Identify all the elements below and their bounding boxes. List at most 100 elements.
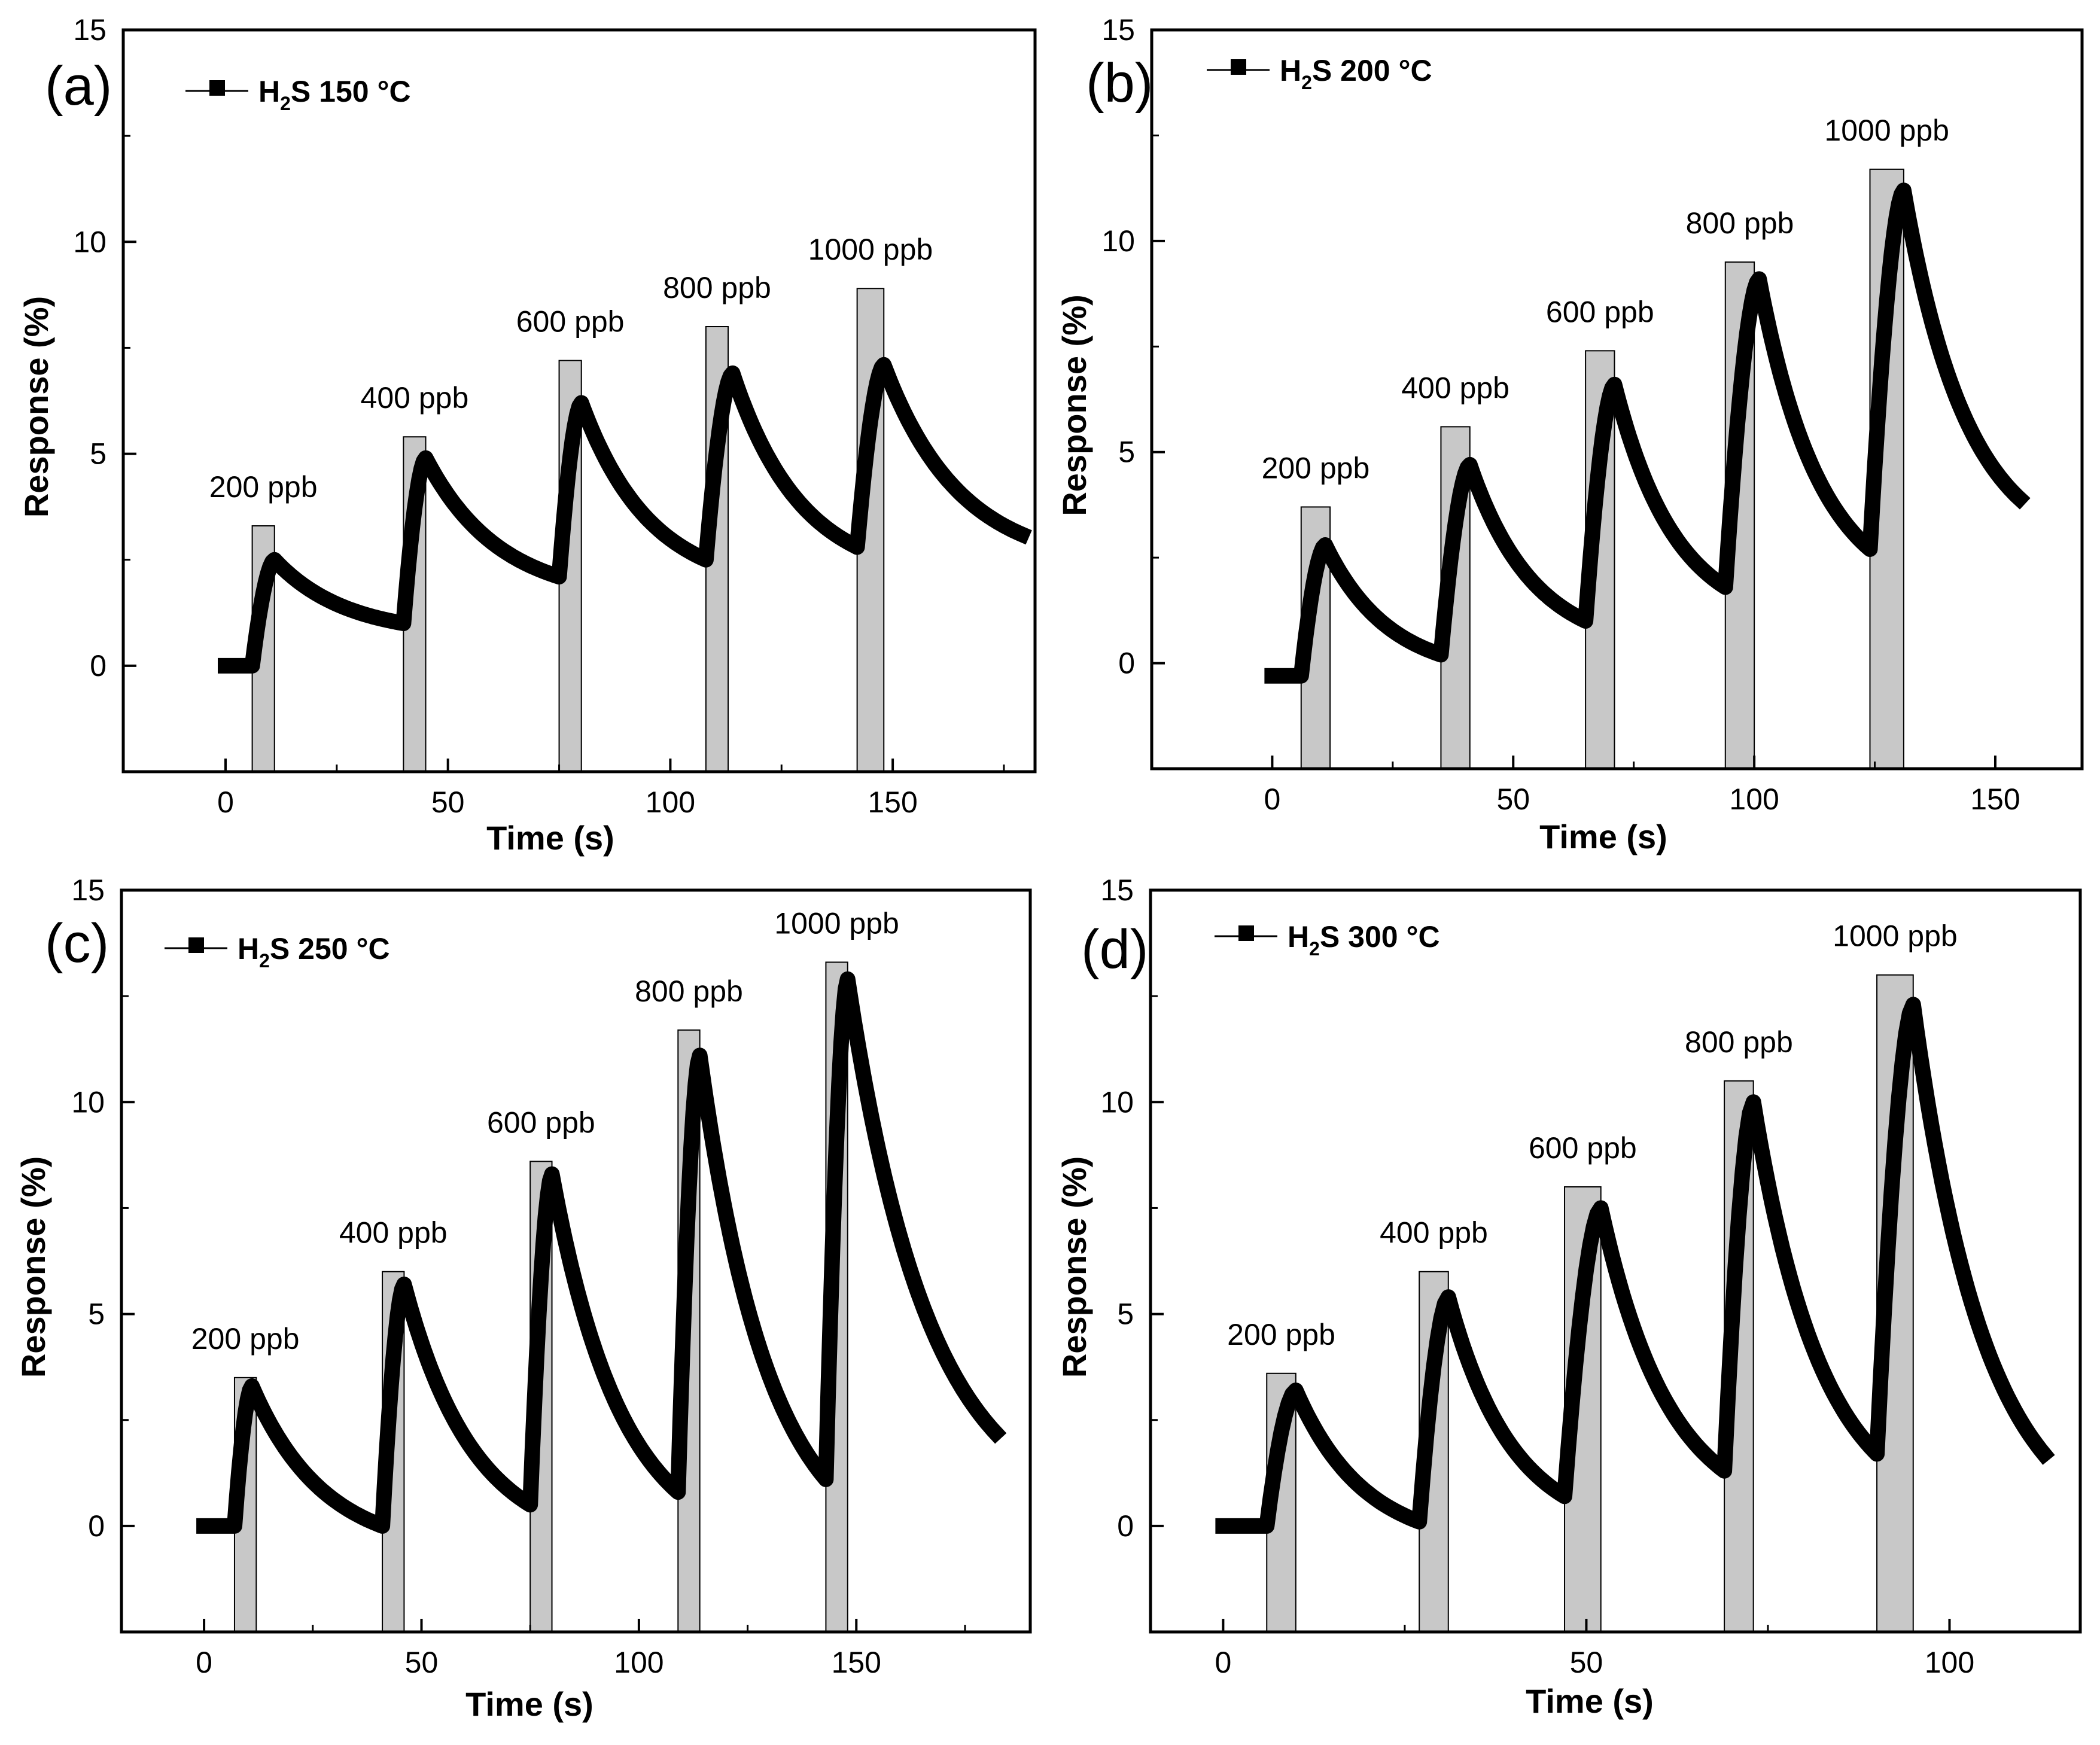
y-axis-title: Response (%) [17, 296, 55, 517]
y-tick-label-5: 5 [90, 437, 106, 471]
legend-gas-subscript: 2 [1309, 938, 1320, 960]
chart-panel-b: 200 ppb 400 ppb 600 ppb 800 ppb 1000 ppb 0 5 10… [1055, 13, 2084, 855]
legend-unit: °C [1406, 920, 1439, 954]
legend: H2S 200 °C [1207, 54, 1432, 93]
y-tick-label-10: 10 [1100, 1085, 1134, 1119]
y-axis-title: Response (%) [1055, 294, 1093, 516]
response-series-line [218, 357, 1032, 674]
x-axis-title: Time (s) [465, 1685, 594, 1723]
chart-panel-d: 200 ppb 400 ppb 600 ppb 800 ppb 1000 ppb 0 5 10… [1055, 873, 2082, 1720]
legend-gas: H [1280, 54, 1301, 87]
plot-frame [121, 28, 1037, 773]
concentration-label-2: 600 ppb [1546, 295, 1654, 328]
legend-marker-icon [1231, 59, 1246, 75]
concentration-label-3: 800 ppb [663, 271, 771, 304]
y-tick-label-5: 5 [1117, 1298, 1134, 1331]
x-tick-label-0: 0 [196, 1646, 212, 1679]
legend-gas-subscript: 2 [259, 950, 270, 972]
y-tick-label-10: 10 [73, 225, 106, 258]
concentration-label-0: 200 ppb [191, 1322, 300, 1356]
legend-gas-tail: S 300 [1320, 920, 1407, 954]
y-axis-title: Response (%) [1055, 1156, 1093, 1378]
legend-gas: H [1288, 920, 1309, 954]
legend: H2S 150 °C [185, 75, 411, 114]
y-tick-label-15: 15 [1100, 873, 1134, 907]
legend-gas: H [258, 75, 280, 108]
x-tick-label-50: 50 [1496, 782, 1530, 816]
concentration-label-1: 400 ppb [339, 1216, 448, 1250]
x-tick-label-50: 50 [405, 1646, 439, 1679]
legend-gas-tail: S 200 [1312, 54, 1399, 87]
legend-marker-icon [188, 937, 204, 953]
legend-gas-tail: S 150 [291, 75, 378, 108]
concentration-label-1: 400 ppb [361, 381, 469, 415]
panel-letter: (d) [1081, 919, 1148, 980]
y-tick-label-10: 10 [71, 1085, 105, 1119]
x-tick-label-100: 100 [1925, 1646, 1974, 1679]
concentration-label-4: 1000 ppb [808, 233, 933, 266]
chart-panel-c: 200 ppb 400 ppb 600 ppb 800 ppb 1000 ppb 0 5 10… [14, 873, 1032, 1723]
x-axis-title: Time (s) [1526, 1682, 1654, 1720]
y-tick-label-0: 0 [1118, 647, 1135, 680]
legend-label: H2S 300 °C [1288, 920, 1440, 960]
legend-gas-subscript: 2 [1301, 72, 1312, 93]
legend: H2S 300 °C [1215, 920, 1440, 960]
response-series-line [1215, 997, 2055, 1534]
x-tick-label-0: 0 [1215, 1646, 1232, 1679]
concentration-label-0: 200 ppb [1262, 451, 1370, 485]
y-tick-label-0: 0 [88, 1509, 105, 1543]
y-axis-title: Response (%) [14, 1156, 52, 1378]
plot-frame [120, 888, 1032, 1634]
concentration-label-3: 800 ppb [1686, 206, 1794, 240]
x-tick-label-50: 50 [431, 785, 465, 819]
legend-unit: °C [377, 75, 410, 108]
legend-gas-subscript: 2 [280, 93, 291, 114]
concentration-label-4: 1000 ppb [1824, 114, 1949, 147]
legend-marker-icon [1238, 925, 1254, 941]
x-tick-label-0: 0 [217, 785, 234, 819]
legend-gas: H [238, 932, 259, 966]
x-tick-label-50: 50 [1570, 1646, 1603, 1679]
x-tick-label-100: 100 [646, 785, 695, 819]
y-tick-label-10: 10 [1101, 224, 1135, 258]
concentration-label-1: 400 ppb [1380, 1216, 1488, 1250]
legend-marker-icon [209, 80, 225, 96]
x-tick-label-150: 150 [1970, 782, 2020, 816]
y-tick-label-0: 0 [90, 649, 106, 683]
concentration-label-1: 400 ppb [1401, 371, 1509, 404]
response-series-line [196, 971, 1007, 1534]
concentration-label-3: 800 ppb [1685, 1025, 1793, 1059]
concentration-label-0: 200 ppb [209, 470, 318, 504]
plot-frame [1149, 888, 2082, 1634]
y-tick-label-15: 15 [1101, 13, 1135, 47]
x-tick-label-0: 0 [1264, 782, 1281, 816]
legend-label: H2S 150 °C [258, 75, 411, 114]
concentration-label-2: 600 ppb [487, 1106, 595, 1139]
x-tick-label-100: 100 [614, 1646, 664, 1679]
concentration-label-3: 800 ppb [635, 974, 743, 1008]
panel-letter: (b) [1086, 53, 1153, 114]
y-tick-label-0: 0 [1117, 1509, 1134, 1543]
concentration-label-4: 1000 ppb [774, 906, 899, 940]
y-tick-label-5: 5 [1118, 436, 1135, 469]
x-tick-label-150: 150 [832, 1646, 881, 1679]
y-tick-label-5: 5 [88, 1298, 105, 1331]
response-series-line [1264, 182, 2031, 684]
x-tick-label-100: 100 [1729, 782, 1779, 816]
concentration-label-0: 200 ppb [1227, 1318, 1335, 1351]
legend-unit: °C [356, 932, 389, 966]
panel-letter: (a) [45, 56, 112, 117]
x-axis-title: Time (s) [1539, 818, 1667, 855]
concentration-label-4: 1000 ppb [1833, 919, 1958, 953]
concentration-label-2: 600 ppb [516, 305, 625, 339]
x-tick-label-150: 150 [868, 785, 917, 819]
x-axis-title: Time (s) [486, 819, 614, 857]
chart-panel-a: 200 ppb 400 ppb 600 ppb 800 ppb 1000 ppb 0 5 10… [17, 13, 1037, 857]
y-tick-label-15: 15 [71, 873, 105, 907]
panel-letter: (c) [45, 913, 109, 974]
y-tick-label-15: 15 [73, 13, 106, 47]
legend-label: H2S 200 °C [1280, 54, 1432, 93]
legend-gas-tail: S 250 [270, 932, 357, 966]
legend: H2S 250 °C [165, 932, 390, 972]
plot-frame [1150, 28, 2084, 771]
